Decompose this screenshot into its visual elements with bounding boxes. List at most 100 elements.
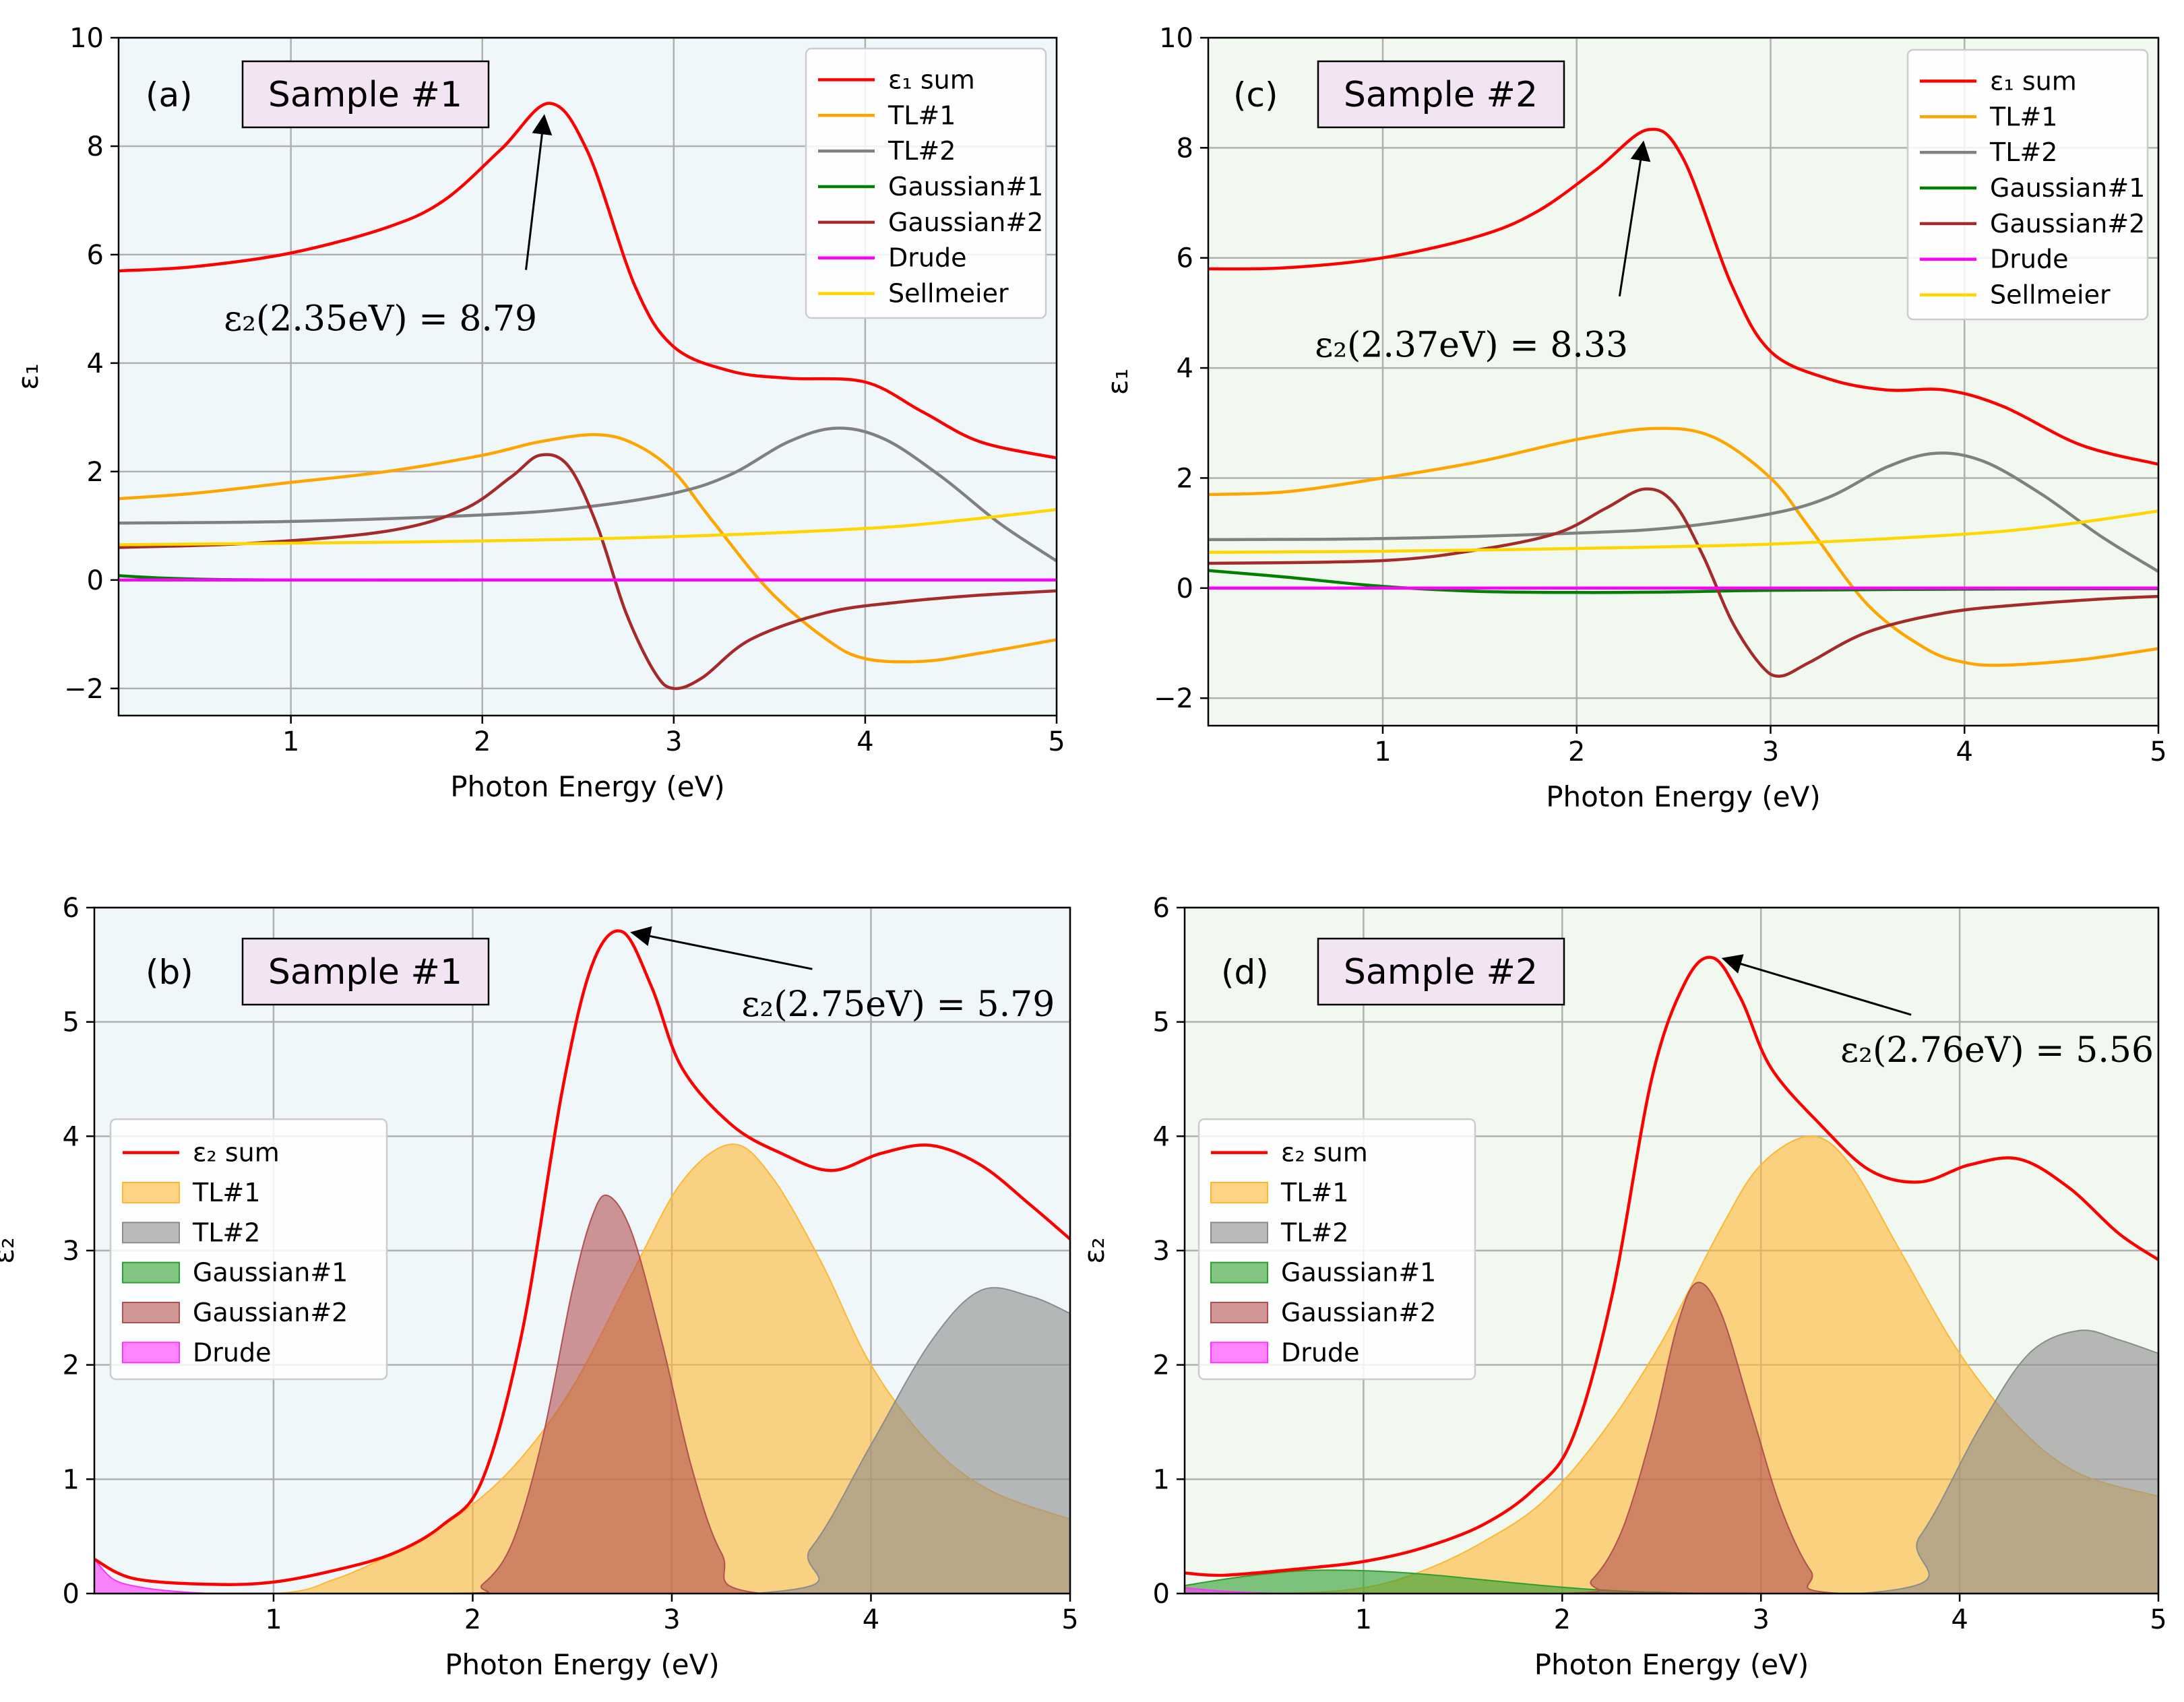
panel-label: (a) xyxy=(146,75,193,115)
annotation-arrow xyxy=(1721,954,1912,1016)
y-tick-label: 2 xyxy=(1177,463,1193,494)
legend-swatch xyxy=(122,1302,180,1323)
x-tick-label: 3 xyxy=(1752,1604,1769,1635)
line-tl-2 xyxy=(119,427,1057,563)
x-tick-label: 5 xyxy=(1061,1604,1078,1635)
line-tl-1 xyxy=(1208,427,2158,667)
plot-area xyxy=(1208,127,2158,678)
legend-entry: Drude xyxy=(1281,1337,1359,1367)
area-gaussian-1 xyxy=(1185,1569,2158,1594)
y-axis-label: ε₁ xyxy=(11,363,44,390)
legend-swatch xyxy=(122,1222,180,1244)
legend-entry: TL#1 xyxy=(887,100,956,130)
x-tick-label: 2 xyxy=(1554,1604,1571,1635)
legend-entry: Gaussian#1 xyxy=(193,1258,348,1288)
legend-entry: Sellmeier xyxy=(888,279,1009,309)
plot-area xyxy=(1185,955,2158,1594)
legend-entry: TL#2 xyxy=(192,1218,260,1247)
y-tick-label: 6 xyxy=(1153,893,1170,924)
x-tick-label: 4 xyxy=(863,1604,879,1635)
annotation-arrow xyxy=(1618,140,1651,296)
sample-tag-label: Sample #2 xyxy=(1344,952,1538,992)
line-sellmeier xyxy=(1208,509,2158,554)
x-axis-label: Photon Energy (eV) xyxy=(450,770,725,803)
line-gaussian-2 xyxy=(119,453,1057,691)
y-tick-label: 6 xyxy=(87,240,104,271)
y-tick-label: 2 xyxy=(63,1350,80,1381)
panel-d: 1 2 3 4 5 0 1 2 3 4 5 6 Photon Energy (eV) ε₂ (d) Sampl… xyxy=(1078,893,2167,1681)
sample-tag-label: Sample #2 xyxy=(1344,75,1538,115)
x-axis-label: Photon Energy (eV) xyxy=(1546,780,1821,813)
panel-b: 1 2 3 4 5 0 1 2 3 4 5 6 Photon Energy (eV) ε₂ (b) Sampl… xyxy=(0,893,1079,1681)
y-tick-label: 10 xyxy=(1159,23,1193,54)
y-axis-label: ε₂ xyxy=(0,1237,20,1264)
y-tick-label: 4 xyxy=(1153,1121,1170,1152)
x-tick-label: 1 xyxy=(1374,736,1391,767)
x-tick-label: 1 xyxy=(282,726,299,757)
annotation-arrow xyxy=(630,926,813,970)
legend-swatch xyxy=(122,1261,180,1284)
x-tick-label: 5 xyxy=(2150,1604,2166,1635)
x-tick-label: 4 xyxy=(1951,1604,1968,1635)
line--sum xyxy=(1208,127,2158,466)
legend-entry: Gaussian#1 xyxy=(1281,1258,1436,1288)
y-tick-label: 2 xyxy=(1153,1350,1170,1381)
legend-swatch xyxy=(122,1182,180,1203)
legend-entry: Gaussian#1 xyxy=(888,172,1043,201)
legend-entry: TL#1 xyxy=(1989,102,2057,131)
legend-swatch xyxy=(122,1342,180,1364)
x-tick-label: 2 xyxy=(1568,736,1585,767)
legend-entry: Drude xyxy=(888,243,966,273)
legend-entry: TL#2 xyxy=(1989,137,2057,167)
x-tick-label: 5 xyxy=(1048,726,1065,757)
y-tick-label: 3 xyxy=(1153,1236,1170,1267)
sample-tag-label: Sample #1 xyxy=(268,952,462,992)
legend-entry: TL#2 xyxy=(887,136,956,166)
legend-swatch xyxy=(1210,1261,1268,1284)
line-tl-2 xyxy=(1208,451,2158,573)
legend-entry: ε₁ sum xyxy=(888,65,975,94)
legend-entry: TL#1 xyxy=(1280,1178,1348,1207)
annotation-arrow xyxy=(525,114,553,270)
legend-swatch xyxy=(1210,1302,1268,1323)
x-tick-label: 2 xyxy=(464,1604,481,1635)
y-tick-label: 8 xyxy=(1177,133,1193,164)
y-tick-label: 3 xyxy=(63,1236,80,1267)
plot-frame xyxy=(117,36,1058,717)
x-tick-label: 2 xyxy=(474,726,491,757)
y-tick-label: 0 xyxy=(1177,573,1193,604)
x-axis-label: Photon Energy (eV) xyxy=(1534,1648,1809,1681)
plot-frame xyxy=(1207,36,2160,727)
panel-a: 1 2 3 4 5 −2 0 2 4 6 8 10 Photon Energy (eV) ε₁ (a) Sam… xyxy=(11,23,1065,803)
x-tick-label: 3 xyxy=(1762,736,1779,767)
legend-swatch xyxy=(1210,1222,1268,1244)
y-tick-label: 1 xyxy=(1153,1464,1170,1495)
line--sum xyxy=(94,929,1070,1586)
y-tick-label: 6 xyxy=(1177,243,1193,274)
area-drude xyxy=(1185,1587,2158,1594)
panel-label: (c) xyxy=(1233,75,1278,115)
y-tick-label: 10 xyxy=(69,23,104,54)
y-tick-label: 4 xyxy=(87,348,104,379)
y-tick-label: −2 xyxy=(64,674,104,705)
legend-entry: Gaussian#2 xyxy=(193,1298,348,1327)
sample-tag-box xyxy=(1317,937,1565,1006)
legend-entry: TL#1 xyxy=(192,1178,260,1207)
area-tl-2 xyxy=(94,1287,1070,1594)
y-tick-label: 8 xyxy=(87,131,104,162)
annotation-text: ε₂(2.76eV) = 5.56 xyxy=(1840,1030,2154,1071)
line--sum xyxy=(119,102,1057,460)
legend-entry: ε₂ sum xyxy=(193,1138,280,1168)
x-tick-label: 5 xyxy=(2150,736,2166,767)
y-tick-label: 4 xyxy=(63,1121,80,1152)
annotation-text: ε₂(2.37eV) = 8.33 xyxy=(1315,325,1628,366)
line-tl-1 xyxy=(119,433,1057,664)
legend-entry: Drude xyxy=(193,1337,271,1367)
y-tick-label: 2 xyxy=(87,457,104,488)
legend-entry: Gaussian#1 xyxy=(1990,173,2145,203)
sample-tag-box xyxy=(1317,60,1565,129)
y-tick-label: 5 xyxy=(63,1007,80,1038)
y-tick-label: 0 xyxy=(1153,1579,1170,1610)
x-tick-label: 3 xyxy=(663,1604,680,1635)
